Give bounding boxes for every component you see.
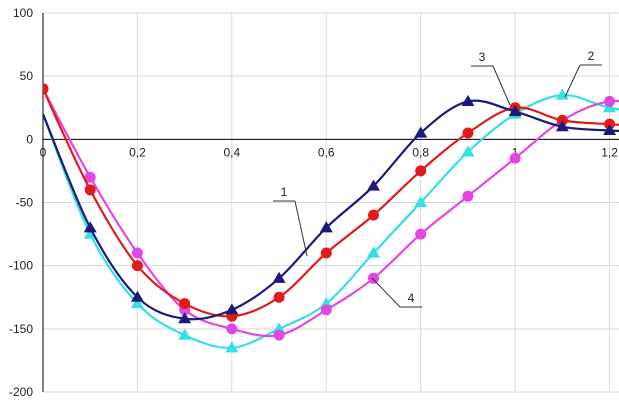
x-tick-label: 0,6 — [318, 145, 335, 159]
series-2 — [43, 89, 619, 353]
y-tick-label: -50 — [16, 196, 34, 210]
callout-2: 2 — [565, 49, 602, 97]
series-1 — [43, 95, 619, 323]
data-point — [274, 330, 285, 341]
y-tick-label: 0 — [26, 132, 33, 146]
x-tick-label: 0,8 — [412, 145, 429, 159]
callout-leader — [493, 66, 510, 105]
data-point — [179, 298, 190, 309]
grid — [43, 13, 619, 392]
data-point — [368, 273, 379, 284]
series-label: 1 — [281, 185, 288, 199]
data-point — [132, 260, 143, 271]
x-tick-label: 0,4 — [224, 145, 241, 159]
data-point — [321, 248, 332, 259]
data-point — [510, 153, 521, 164]
series-label: 4 — [408, 291, 415, 305]
data-point — [226, 323, 237, 334]
data-point — [462, 191, 473, 202]
callout-3: 3 — [471, 50, 510, 105]
callout-leader — [295, 201, 307, 256]
data-point — [321, 304, 332, 315]
data-point — [415, 165, 426, 176]
data-point — [462, 128, 473, 139]
callout-leader — [565, 65, 580, 97]
data-point — [132, 248, 143, 259]
y-tick-label: -100 — [9, 259, 33, 273]
series-layer — [38, 83, 619, 352]
x-tick-label: 0,2 — [129, 145, 146, 159]
x-tick-label: 1,2 — [601, 145, 618, 159]
callout-4: 4 — [372, 278, 422, 307]
y-tick-label: -150 — [9, 322, 33, 336]
y-tick-label: 100 — [13, 6, 33, 20]
data-point — [38, 83, 49, 94]
data-point — [368, 210, 379, 221]
y-tick-label: 50 — [20, 69, 34, 83]
callout-leader — [372, 278, 400, 307]
data-point — [415, 229, 426, 240]
y-tick-label: -200 — [9, 385, 33, 399]
data-point — [604, 96, 615, 107]
data-point — [274, 292, 285, 303]
callout-1: 1 — [273, 185, 307, 256]
series-line-1 — [43, 101, 619, 320]
series-label: 3 — [479, 50, 486, 64]
series-labels: 1 2 3 4 — [273, 49, 602, 307]
data-point — [85, 184, 96, 195]
series-label: 2 — [588, 49, 595, 63]
